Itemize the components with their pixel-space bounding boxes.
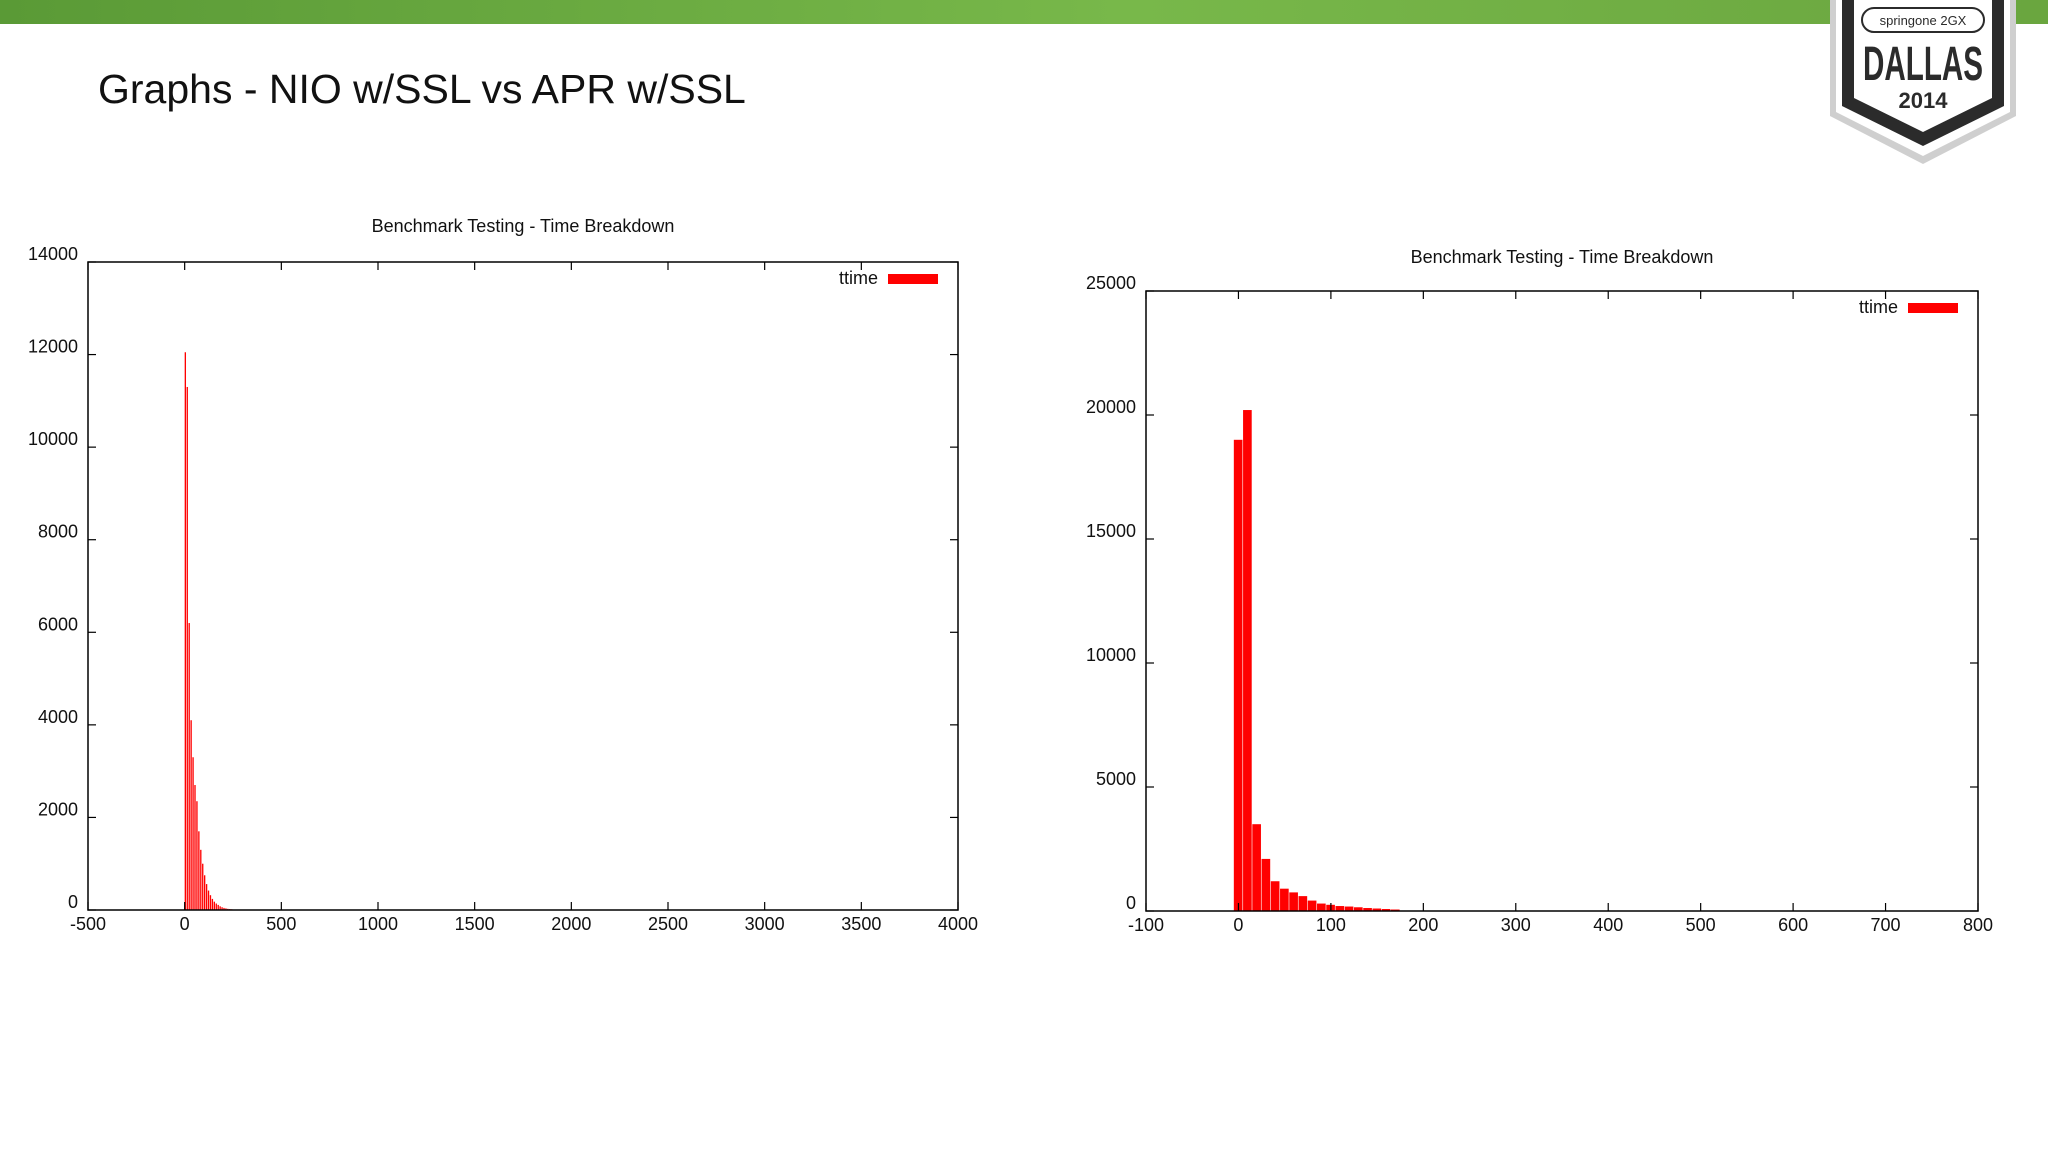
y-tick-label: 15000 [1086,521,1136,541]
histogram-bar [1363,908,1372,911]
histogram-bar [1261,858,1271,911]
y-tick-label: 12000 [28,337,78,357]
y-tick-label: 14000 [28,244,78,264]
histogram-bar [1335,906,1345,911]
histogram-bar [1280,888,1289,911]
histogram-bar [194,785,196,910]
histogram-bar [200,849,202,910]
histogram-bar [1317,903,1326,911]
histogram-bar [215,903,217,910]
histogram-bar [1289,892,1298,911]
histogram-bar [188,623,190,910]
histogram-bar [1307,900,1317,911]
x-tick-label: 700 [1871,915,1901,935]
y-tick-label: 10000 [1086,645,1136,665]
histogram-bar [1252,824,1261,911]
chart-title: Benchmark Testing - Time Breakdown [1411,247,1714,267]
x-tick-label: 2500 [648,914,688,934]
x-tick-label: 500 [266,914,296,934]
histogram-bar [198,831,200,910]
x-tick-label: 1000 [358,914,398,934]
histogram-bar [196,801,198,910]
legend-label: ttime [1859,297,1898,317]
histogram-bar [207,890,210,910]
histogram-bar [221,907,223,910]
y-tick-label: 25000 [1086,273,1136,293]
x-tick-label: 800 [1963,915,1993,935]
histogram-bar [184,352,186,910]
x-tick-label: 3500 [841,914,881,934]
x-tick-label: 3000 [745,914,785,934]
histogram-bar [1372,908,1382,911]
x-tick-label: -500 [70,914,106,934]
x-tick-label: 400 [1593,915,1623,935]
svg-text:2014: 2014 [1899,88,1949,113]
nio-ssl-time-breakdown-chart: Benchmark Testing - Time Breakdown-500 0 5… [28,216,978,934]
chart-title: Benchmark Testing - Time Breakdown [372,216,675,236]
x-tick-label: 300 [1501,915,1531,935]
histogram-bar [1354,907,1363,911]
y-tick-label: 10000 [28,429,78,449]
y-tick-label: 2000 [38,799,78,819]
histogram-bar [186,386,188,910]
histogram-bar [1344,906,1354,911]
histogram-bar [1233,439,1243,911]
legend-label: ttime [839,268,878,288]
histogram-bar [202,863,204,910]
histogram-bar [213,901,215,910]
x-tick-label: 2000 [551,914,591,934]
y-tick-label: 6000 [38,614,78,634]
plot-frame [1145,290,1979,912]
histogram-bar [223,907,225,910]
apr-ssl-time-breakdown-chart: Benchmark Testing - Time Breakdown-100 0 1… [1086,247,1993,935]
y-tick-label: 4000 [38,707,78,727]
x-tick-label: 200 [1408,915,1438,935]
y-tick-label: 0 [1126,893,1136,913]
legend-swatch [888,274,938,284]
header-accent-bar [0,0,2048,24]
y-tick-label: 0 [68,892,78,912]
y-tick-label: 5000 [1096,769,1136,789]
histogram-bar [209,895,212,910]
y-tick-label: 20000 [1086,397,1136,417]
histogram-bar [1381,909,1391,911]
histogram-bar [217,904,219,910]
x-tick-label: 500 [1686,915,1716,935]
histogram-bar [225,908,227,910]
legend-swatch [1908,303,1958,313]
slide-title: Graphs - NIO w/SSL vs APR w/SSL [98,66,746,112]
x-tick-label: 600 [1778,915,1808,935]
x-tick-label: 0 [1233,915,1243,935]
histogram-bar [204,875,206,910]
springone-dallas-badge-logo: springone 2GX DALLAS 2014 [1830,0,2016,164]
x-tick-label: 0 [180,914,190,934]
histogram-bar [205,884,208,910]
svg-text:springone 2GX: springone 2GX [1880,13,1967,28]
histogram-bar [1270,881,1280,911]
histogram-bar [219,906,221,910]
x-tick-label: 4000 [938,914,978,934]
histogram-bar [1298,896,1308,911]
x-tick-label: 100 [1316,915,1346,935]
histogram-bar [192,757,194,910]
histogram-bar [211,898,214,910]
x-tick-label: 1500 [455,914,495,934]
histogram-bar [1243,410,1252,911]
plot-frame [87,261,959,911]
svg-text:DALLAS: DALLAS [1863,38,1983,91]
y-tick-label: 8000 [38,522,78,542]
histogram-bar [190,720,192,910]
x-tick-label: -100 [1128,915,1164,935]
